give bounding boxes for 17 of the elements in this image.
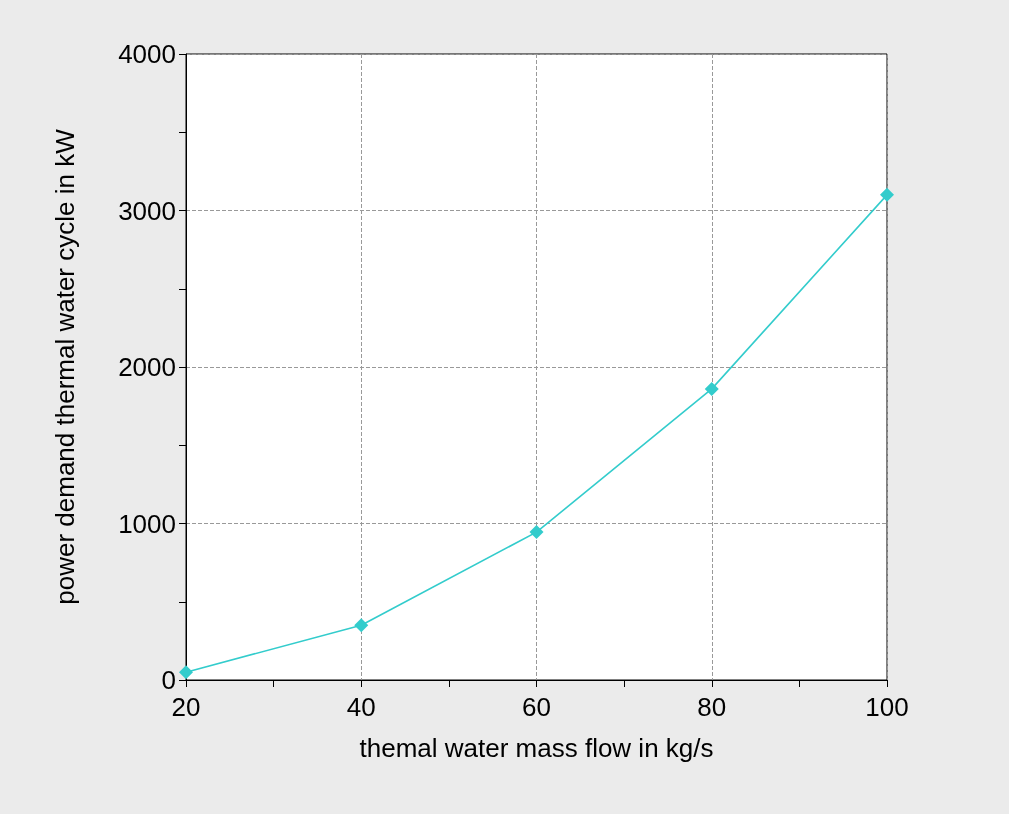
- x-tick-label: 40: [346, 692, 376, 722]
- y-tick-label: 0: [161, 665, 176, 695]
- y-tick-label: 1000: [118, 508, 176, 539]
- y-tick-label: 3000: [118, 195, 176, 226]
- x-axis-title: themal water mass flow in kg/s: [359, 733, 714, 763]
- x-tick-label: 20: [171, 692, 201, 722]
- x-tick-label: 60: [522, 692, 551, 722]
- point: [704, 381, 719, 396]
- point: [529, 525, 544, 540]
- point: [354, 618, 369, 633]
- y-axis-title: power demand thermal water cycle in kW: [50, 128, 80, 605]
- x-tick-label: 100: [865, 692, 909, 722]
- y-tick-label: 4000: [118, 39, 176, 69]
- point: [880, 187, 894, 202]
- y-tick-label: 2000: [118, 352, 176, 382]
- x-tick-label: 80: [697, 692, 727, 722]
- point: [179, 665, 193, 680]
